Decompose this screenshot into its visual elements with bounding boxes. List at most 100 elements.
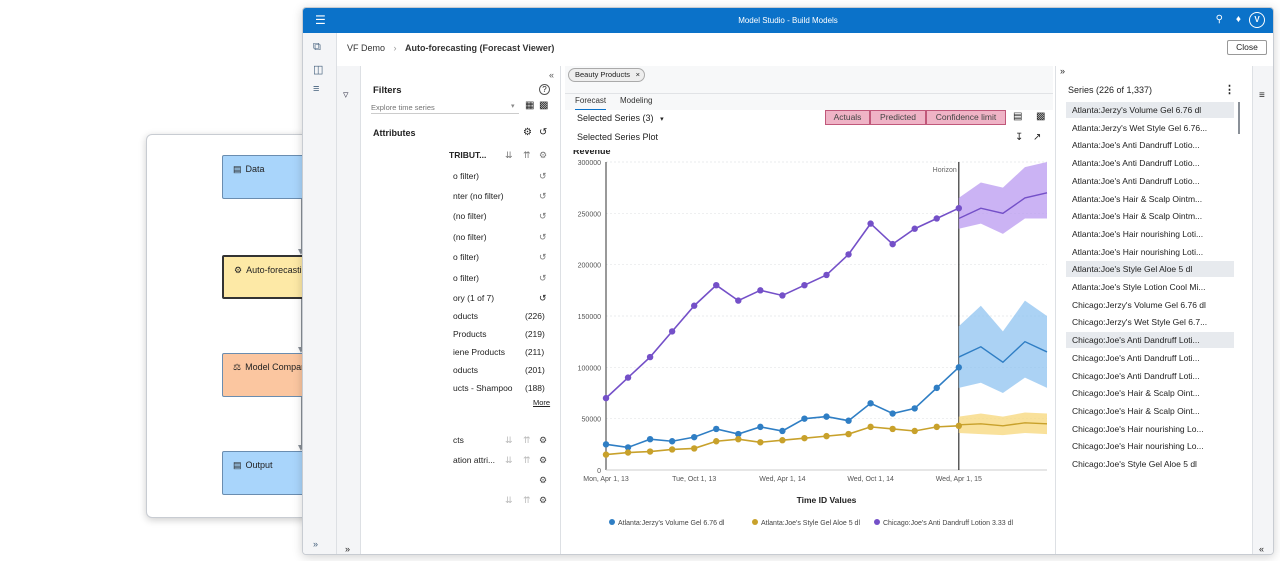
- actuals-button[interactable]: Actuals: [825, 110, 870, 125]
- filter-icon[interactable]: ▿: [343, 89, 349, 101]
- data-icon: ▤: [233, 164, 242, 174]
- attribute-row[interactable]: TRIBUT...: [449, 150, 487, 160]
- confidence-limit-button[interactable]: Confidence limit: [926, 110, 1006, 125]
- series-list-item[interactable]: Chicago:Joe's Hair nourishing Lo...: [1072, 423, 1204, 434]
- reset-icon[interactable]: ↺: [539, 191, 547, 201]
- product-filter-item[interactable]: ucts - Shampoo: [453, 383, 513, 393]
- series-list-item[interactable]: Chicago:Jerzy's Wet Style Gel 6.7...: [1072, 317, 1208, 328]
- collapse-right-icon[interactable]: «: [1259, 544, 1265, 554]
- series-list-item[interactable]: Chicago:Joe's Hair & Scalp Oint...: [1072, 405, 1200, 416]
- reset-icon[interactable]: ↺: [539, 171, 547, 181]
- series-list-item[interactable]: Chicago:Jerzy's Volume Gel 6.76 dl: [1072, 299, 1206, 310]
- attribute-row[interactable]: ory (1 of 7): [453, 293, 495, 303]
- gear-icon[interactable]: ⚙: [539, 435, 548, 445]
- plot-title: Selected Series Plot: [577, 132, 659, 142]
- attribute-row[interactable]: o filter): [453, 273, 479, 283]
- attribute-row[interactable]: (no filter): [453, 232, 487, 242]
- reset-icon[interactable]: ↺: [539, 232, 547, 242]
- attribute-row[interactable]: nter (no filter): [453, 191, 504, 201]
- chart-type-icon[interactable]: ▤: [1013, 111, 1023, 122]
- series-list-item[interactable]: Atlanta:Joe's Anti Dandruff Lotio...: [1072, 140, 1200, 151]
- double-chevron-down-icon[interactable]: ⇊: [505, 455, 513, 465]
- series-list-item[interactable]: Atlanta:Jerzy's Wet Style Gel 6.76...: [1072, 122, 1208, 133]
- dropdown-icon[interactable]: ▾: [511, 103, 515, 110]
- list-settings-icon[interactable]: ≡: [313, 83, 320, 95]
- predicted-button[interactable]: Predicted: [870, 110, 926, 125]
- gear-icon[interactable]: ⚙: [539, 475, 548, 485]
- more-options-icon[interactable]: ⋮: [1224, 84, 1235, 96]
- avatar[interactable]: V: [1249, 12, 1265, 28]
- series-list-item[interactable]: Chicago:Joe's Style Gel Aloe 5 dl: [1072, 459, 1197, 469]
- data-point: [867, 400, 874, 407]
- reset-icon[interactable]: ↺: [539, 252, 547, 262]
- double-chevron-up-icon[interactable]: ⇈: [523, 495, 531, 505]
- arrow-icon: [298, 249, 304, 255]
- search-icon[interactable]: ⚲: [1215, 14, 1223, 25]
- product-filter-item[interactable]: oducts: [453, 365, 479, 375]
- table-icon[interactable]: ▦: [525, 100, 535, 111]
- double-chevron-down-icon[interactable]: ⇊: [505, 435, 513, 445]
- explore-search-input[interactable]: [371, 101, 519, 114]
- pipeline-icon[interactable]: ⧉: [313, 41, 321, 53]
- grid-icon[interactable]: ▩: [539, 100, 549, 111]
- product-filter-item[interactable]: iene Products: [453, 347, 505, 357]
- series-list-item[interactable]: Atlanta:Joe's Anti Dandruff Lotio...: [1072, 158, 1200, 169]
- expand-left-icon[interactable]: »: [1060, 66, 1066, 76]
- expand-icon[interactable]: ↗: [1033, 132, 1042, 143]
- series-list-item[interactable]: Chicago:Joe's Anti Dandruff Loti...: [1066, 332, 1234, 349]
- double-chevron-up-icon[interactable]: ⇈: [523, 455, 531, 465]
- series-list-item[interactable]: Chicago:Joe's Anti Dandruff Loti...: [1072, 370, 1200, 381]
- list-icon[interactable]: ≡: [1259, 90, 1265, 101]
- series-list-item[interactable]: Atlanta:Joe's Hair & Scalp Ointm...: [1072, 193, 1203, 204]
- series-list-item[interactable]: Atlanta:Joe's Hair & Scalp Ointm...: [1072, 211, 1203, 222]
- attribute-row[interactable]: o filter): [453, 252, 479, 262]
- gear-icon[interactable]: ⚙: [539, 455, 548, 465]
- attribute-row[interactable]: cts: [453, 435, 464, 445]
- node-name: Model Comparison: [245, 362, 321, 372]
- reset-icon[interactable]: ↺: [539, 273, 547, 283]
- series-list-item[interactable]: Atlanta:Joe's Style Gel Aloe 5 dl: [1066, 261, 1234, 278]
- gear-icon[interactable]: ⚙: [523, 127, 532, 138]
- series-list-item[interactable]: Atlanta:Joe's Style Lotion Cool Mi...: [1072, 282, 1206, 292]
- double-chevron-down-icon[interactable]: ⇊: [505, 495, 513, 505]
- expand-icon[interactable]: »: [313, 539, 319, 549]
- gear-icon[interactable]: ⚙: [539, 495, 548, 505]
- attribute-row[interactable]: (no filter): [453, 211, 487, 221]
- product-filter-item[interactable]: oducts: [453, 311, 479, 321]
- double-chevron-up-icon[interactable]: ⇈: [523, 150, 531, 160]
- series-list-item[interactable]: Chicago:Joe's Hair & Scalp Oint...: [1072, 388, 1200, 399]
- series-list-item[interactable]: Chicago:Joe's Anti Dandruff Loti...: [1072, 352, 1200, 363]
- series-list-item[interactable]: Atlanta:Joe's Hair nourishing Loti...: [1072, 228, 1204, 239]
- attribute-row[interactable]: o filter): [453, 171, 479, 181]
- close-button[interactable]: Close: [1227, 40, 1267, 55]
- double-chevron-down-icon[interactable]: ⇊: [505, 150, 513, 160]
- reset-icon[interactable]: ↺: [539, 293, 547, 303]
- help-icon[interactable]: ?: [539, 84, 550, 95]
- double-chevron-up-icon[interactable]: ⇈: [523, 435, 531, 445]
- gear-icon[interactable]: ⚙: [539, 150, 548, 160]
- series-list-item[interactable]: Atlanta:Jerzy's Volume Gel 6.76 dl: [1066, 102, 1234, 118]
- series-title: Series (226 of 1,337): [1068, 85, 1153, 95]
- reset-icon[interactable]: ↺: [539, 211, 547, 221]
- filter-chip[interactable]: Beauty Products ×: [568, 68, 646, 82]
- breadcrumb-project[interactable]: VF Demo: [347, 43, 386, 53]
- download-icon[interactable]: ↧: [1015, 132, 1024, 143]
- menu-icon[interactable]: ☰: [315, 13, 326, 27]
- series-list-item[interactable]: Atlanta:Joe's Hair nourishing Loti...: [1072, 246, 1204, 257]
- tab-modeling[interactable]: Modeling: [620, 96, 653, 105]
- product-filter-item[interactable]: Products: [453, 329, 487, 339]
- series-list-item[interactable]: Chicago:Joe's Hair nourishing Lo...: [1072, 441, 1204, 452]
- series-list-item[interactable]: Atlanta:Joe's Anti Dandruff Lotio...: [1072, 175, 1200, 186]
- bell-icon[interactable]: ♦: [1235, 14, 1241, 25]
- remove-chip-icon[interactable]: ×: [635, 70, 641, 79]
- tab-forecast[interactable]: Forecast: [575, 96, 607, 111]
- bar-chart-icon[interactable]: ▩: [1036, 111, 1046, 122]
- attribute-row[interactable]: ation attri...: [453, 455, 496, 465]
- nodes-icon[interactable]: ◫: [313, 64, 324, 76]
- horizon-label: Horizon: [933, 167, 957, 174]
- collapse-icon[interactable]: «: [548, 70, 554, 80]
- series-dropdown[interactable]: Selected Series (3) ▾: [577, 113, 664, 123]
- more-link[interactable]: More: [533, 398, 551, 407]
- reset-icon[interactable]: ↺: [539, 127, 548, 138]
- expand-filter-icon[interactable]: »: [345, 544, 351, 554]
